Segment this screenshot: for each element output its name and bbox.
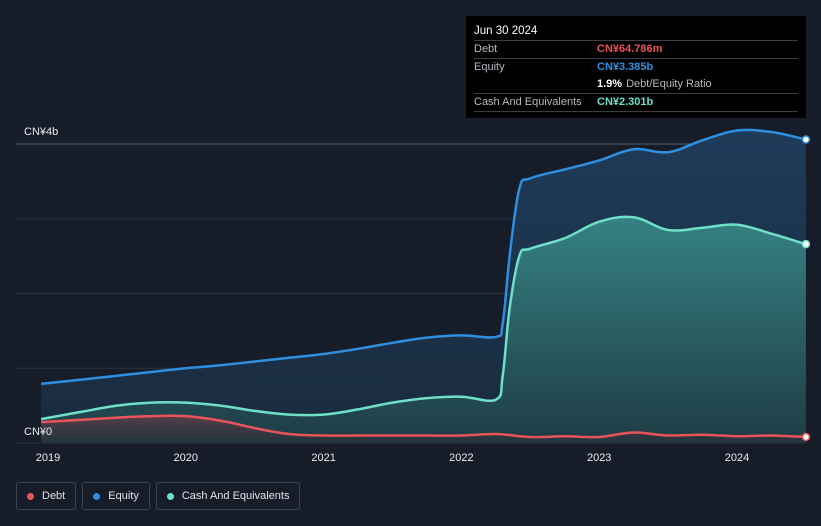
tooltip-panel: Jun 30 2024 Debt CN¥64.786m Equity CN¥3.…	[466, 16, 806, 118]
tooltip-date: Jun 30 2024	[474, 25, 538, 37]
debt-line	[41, 414, 806, 439]
equity-line	[40, 128, 807, 386]
tooltip-equity-label: Equity	[474, 61, 505, 73]
equity-dot-icon	[93, 492, 101, 500]
legend-item-equity[interactable]: Equity	[82, 482, 150, 510]
tooltip-ratio-row: 1.9% Debt/Equity Ratio	[474, 76, 798, 93]
cash-and-equivalents-area	[41, 216, 806, 443]
x-tick-label: 2019	[36, 452, 60, 464]
tooltip-equity-row: Equity CN¥3.385b	[474, 58, 798, 76]
cash-and-equivalents-end-point	[801, 239, 811, 249]
x-tick-label: 2021	[311, 452, 335, 464]
x-tick-label: 2024	[725, 452, 749, 464]
legend-item-cash[interactable]: Cash And Equivalents	[155, 482, 301, 510]
equity-end-point	[801, 135, 811, 144]
tooltip-cash-value: CN¥2.301b	[597, 96, 654, 108]
y-tick-label: CN¥4b	[24, 126, 58, 138]
chart-legend: Debt Equity Cash And Equivalents	[16, 482, 306, 510]
x-tick-label: 2023	[587, 452, 611, 464]
x-tick-label: 2022	[449, 452, 473, 464]
x-tick-label: 2020	[174, 452, 198, 464]
legend-item-debt[interactable]: Debt	[16, 482, 77, 510]
debt-dot-icon	[27, 492, 34, 500]
tooltip-equity-value: CN¥3.385b	[597, 61, 654, 73]
cash-and-equivalents-line	[40, 215, 807, 421]
tooltip-debt-label: Debt	[474, 43, 498, 55]
cash-dot-icon	[166, 492, 174, 500]
tooltip-ratio-value: 1.9%	[597, 78, 623, 90]
tooltip-cash-row: Cash And Equivalents CN¥2.301b	[474, 93, 798, 112]
debt-end-point	[801, 432, 811, 442]
tooltip-debt-row: Debt CN¥64.786m	[474, 40, 798, 58]
legend-cash-label: Cash And Equivalents	[181, 490, 290, 502]
y-tick-label: CN¥0	[24, 426, 52, 438]
tooltip-debt-value: CN¥64.786m	[597, 43, 663, 55]
tooltip-cash-label: Cash And Equivalents	[474, 96, 582, 108]
legend-equity-label: Equity	[108, 490, 139, 502]
tooltip-ratio-label: Debt/Equity Ratio	[626, 78, 712, 90]
legend-debt-label: Debt	[42, 490, 66, 502]
